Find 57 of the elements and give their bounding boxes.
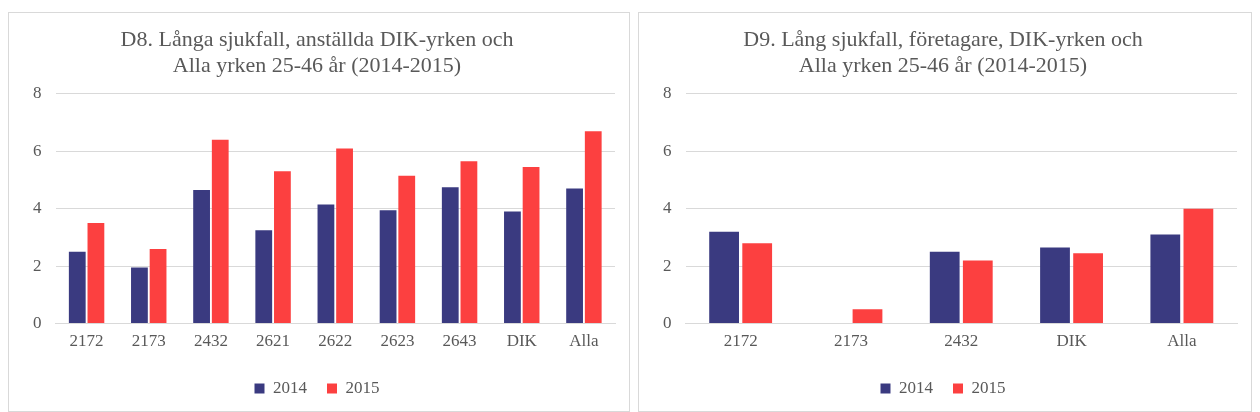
x-tick-label: 2432: [193, 331, 228, 351]
bar: [398, 175, 416, 324]
bar: [566, 188, 583, 324]
bar: [742, 243, 773, 324]
x-tick-label: Alla: [1167, 331, 1197, 351]
bar: [274, 171, 291, 324]
x-tick-label: DIK: [1056, 331, 1088, 351]
y-tick-label: 8: [663, 83, 672, 103]
x-tick-label: 2173: [833, 331, 868, 351]
bar: [211, 139, 229, 324]
bar: [1073, 253, 1103, 324]
y-tick-label: 2: [663, 255, 672, 275]
bar: [68, 251, 86, 324]
bar: [460, 161, 478, 324]
y-tick-label: 8: [33, 83, 42, 103]
y-tick-label: 0: [663, 313, 672, 333]
bar: [584, 131, 602, 324]
y-tick-label: 2: [33, 255, 42, 275]
bar: [1040, 247, 1070, 324]
bar: [131, 267, 148, 324]
chart-title: D9. Lång sjukfall, företagare, DIK-yrken och Alla yrken 25-46 år (2014-2015): [743, 25, 1143, 78]
bar: [1183, 208, 1214, 324]
bar: [962, 260, 993, 324]
y-tick-label: 6: [33, 140, 42, 160]
bar: [336, 148, 353, 324]
bar: [709, 231, 739, 324]
bar: [317, 204, 335, 324]
chart-title: D8. Långa sjukfall, anställda DIK-yrken och Alla yrken 25-46 år (2014-2015): [120, 25, 514, 78]
bar: [522, 167, 540, 324]
x-tick-label: 2172: [69, 331, 104, 351]
bar: [1150, 234, 1181, 324]
x-tick-label: 2432: [944, 331, 979, 351]
y-tick-label: 0: [33, 313, 42, 333]
bar: [379, 210, 397, 324]
x-tick-label: 2622: [318, 331, 353, 351]
x-tick-label: Alla: [569, 331, 599, 351]
y-tick-label: 4: [33, 198, 42, 218]
bar: [852, 309, 883, 324]
x-tick-label: 2621: [256, 331, 291, 351]
x-tick-label: 2173: [131, 331, 166, 351]
bar: [441, 187, 459, 324]
bar: [193, 190, 210, 324]
legend-label: 2014: [899, 377, 934, 397]
legend-label: 2014: [273, 377, 308, 397]
y-tick-label: 6: [663, 140, 672, 160]
bar: [929, 251, 960, 324]
x-tick-label: 2643: [442, 331, 477, 351]
x-tick-label: DIK: [506, 331, 538, 351]
x-tick-label: 2172: [723, 331, 758, 351]
bar: [87, 223, 105, 324]
bar: [255, 230, 273, 324]
bar: [504, 211, 521, 324]
legend-label: 2015: [971, 377, 1006, 397]
bar: [149, 248, 167, 324]
y-tick-label: 4: [663, 198, 672, 218]
legend-label: 2015: [345, 377, 380, 397]
x-tick-label: 2623: [380, 331, 415, 351]
